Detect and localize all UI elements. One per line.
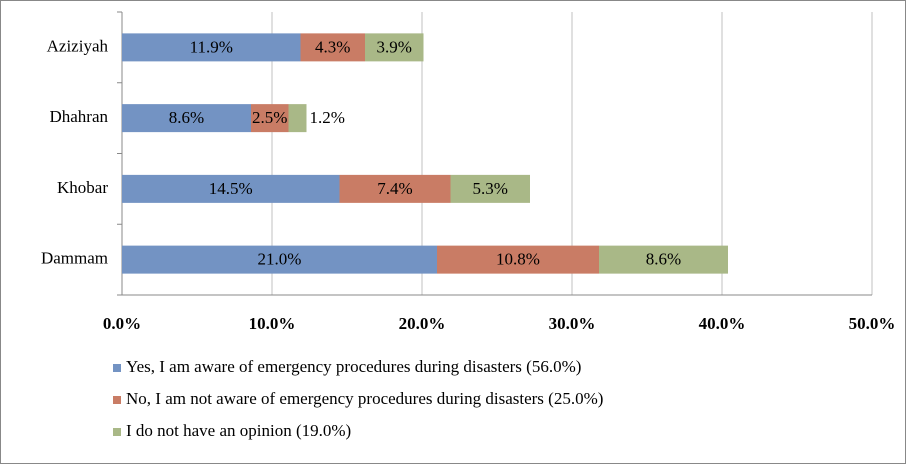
bar-segment [122, 245, 437, 274]
data-label: 14.5% [209, 179, 253, 198]
x-tick-label: 30.0% [549, 314, 596, 333]
bar-segment [122, 174, 340, 203]
data-label: 8.6% [646, 250, 681, 269]
y-tick-label: Dammam [41, 249, 108, 268]
legend-label: I do not have an opinion (19.0%) [126, 421, 351, 440]
data-label: 11.9% [190, 37, 233, 56]
bar-segment [300, 33, 365, 62]
data-label: 2.5% [252, 108, 287, 127]
y-tick-label: Khobar [57, 178, 108, 197]
x-tick-label: 10.0% [249, 314, 296, 333]
data-label: 3.9% [377, 37, 412, 56]
y-tick-label: Aziziyah [47, 36, 109, 55]
data-label: 4.3% [315, 37, 350, 56]
bar-segment [339, 174, 451, 203]
bar-segment [251, 104, 289, 133]
data-label: 21.0% [258, 250, 302, 269]
data-label: 1.2% [310, 108, 345, 127]
legend-label: Yes, I am aware of emergency procedures … [126, 357, 581, 376]
bar-segment [450, 174, 530, 203]
legend-swatch [113, 364, 121, 372]
x-tick-label: 0.0% [103, 314, 141, 333]
bar-segment [122, 104, 251, 133]
x-tick-label: 50.0% [849, 314, 896, 333]
data-label: 10.8% [496, 250, 540, 269]
legend-label: No, I am not aware of emergency procedur… [126, 389, 603, 408]
bar-segment [365, 33, 424, 62]
y-tick-label: Dhahran [49, 107, 108, 126]
data-label: 7.4% [377, 179, 412, 198]
bar-segment [437, 245, 599, 274]
legend-swatch [113, 396, 121, 404]
bar-segment [599, 245, 728, 274]
data-label: 5.3% [473, 179, 508, 198]
bar-segment [122, 33, 301, 62]
x-tick-label: 40.0% [699, 314, 746, 333]
data-label: 8.6% [169, 108, 204, 127]
bar-segment [288, 104, 307, 133]
x-tick-label: 20.0% [399, 314, 446, 333]
legend-swatch [113, 428, 121, 436]
